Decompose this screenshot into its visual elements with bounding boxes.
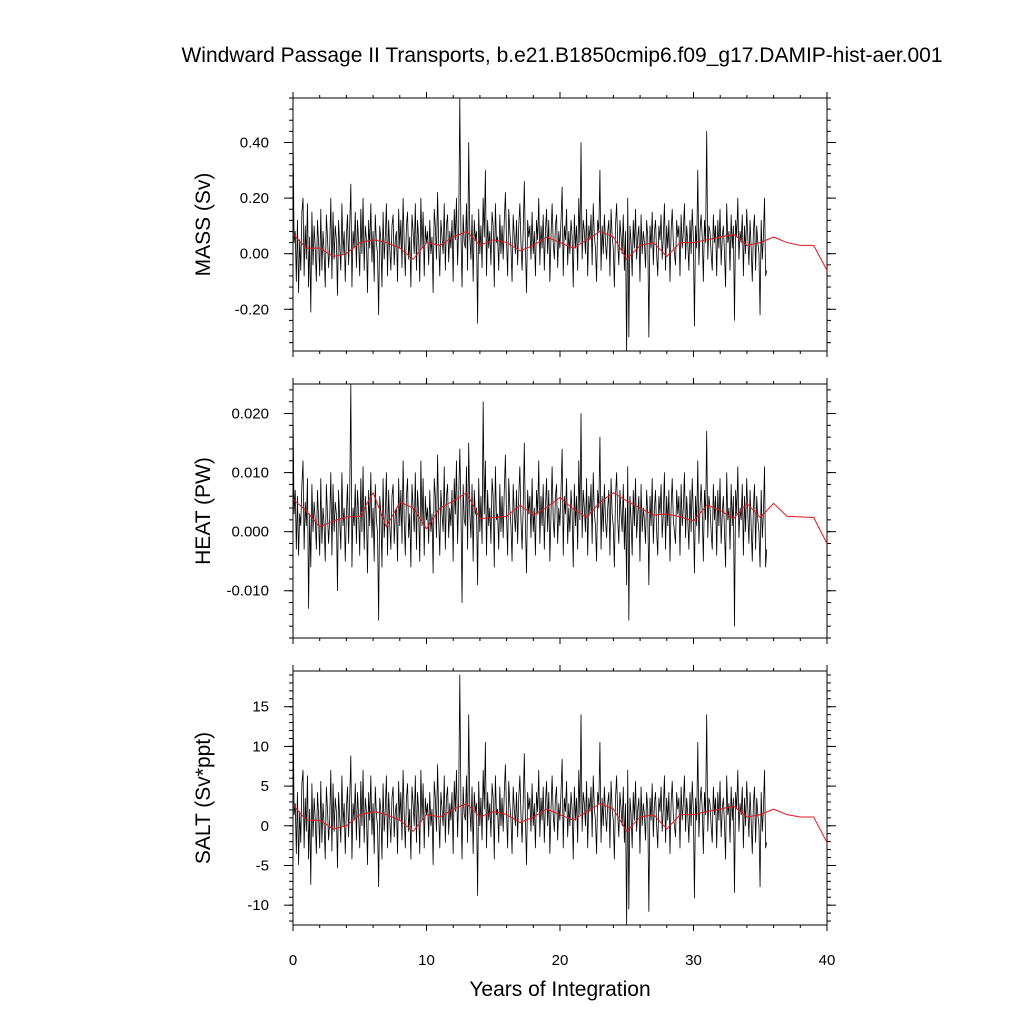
- monthly-series-line: [293, 384, 768, 627]
- y-tick-label: 0: [261, 818, 269, 835]
- x-axis-label: Years of Integration: [469, 978, 650, 1001]
- y-tick-label: 0.010: [231, 465, 269, 482]
- y-axis-label: MASS (Sv): [192, 173, 215, 277]
- plot-frame: [292, 97, 828, 352]
- y-tick-label: -0.010: [226, 583, 269, 600]
- y-tick-label: 0.20: [240, 190, 269, 207]
- y-axis-label: HEAT (PW): [192, 457, 215, 565]
- x-tick-label: 0: [289, 952, 297, 969]
- x-tick-label: 30: [685, 952, 702, 969]
- y-tick-label: -0.20: [235, 301, 269, 318]
- y-tick-label: -10: [247, 897, 269, 914]
- panels-group: -0.20 0.00 0.20 0.40 MASS (Sv) -0.010 0.000 0.0…: [192, 92, 836, 931]
- panel-2: -0.010 0.000 0.010 0.020 HEAT (PW): [192, 378, 836, 644]
- x-tick-label: 40: [819, 952, 836, 969]
- y-tick-label: 15: [252, 699, 269, 716]
- annual-mean-line: [293, 230, 827, 271]
- panel-3: -10 -5 0 5 10 15 SALT (Sv*ppt): [192, 665, 836, 931]
- y-tick-label: 0.40: [240, 134, 269, 151]
- panel-1: -0.20 0.00 0.20 0.40 MASS (Sv): [192, 92, 836, 357]
- y-tick-label: -5: [256, 857, 269, 874]
- monthly-series-line: [293, 674, 768, 925]
- x-tick-label: 10: [418, 952, 435, 969]
- annual-mean-line: [293, 492, 827, 544]
- y-axis-label: SALT (Sv*ppt): [192, 732, 215, 864]
- x-axis: 0 10 20 30 40 Years of Integration: [289, 952, 836, 1001]
- y-tick-label: 0.020: [231, 406, 269, 423]
- x-tick-label: 20: [552, 952, 569, 969]
- y-tick-label: 0.00: [240, 246, 269, 263]
- y-tick-label: 5: [261, 778, 269, 795]
- chart-title: Windward Passage II Transports, b.e21.B1…: [181, 44, 943, 67]
- plot-frame: [292, 670, 828, 926]
- monthly-series-line: [293, 98, 768, 351]
- y-tick-label: 0.000: [231, 524, 269, 541]
- annual-mean-line: [293, 803, 827, 843]
- y-tick-label: 10: [252, 738, 269, 755]
